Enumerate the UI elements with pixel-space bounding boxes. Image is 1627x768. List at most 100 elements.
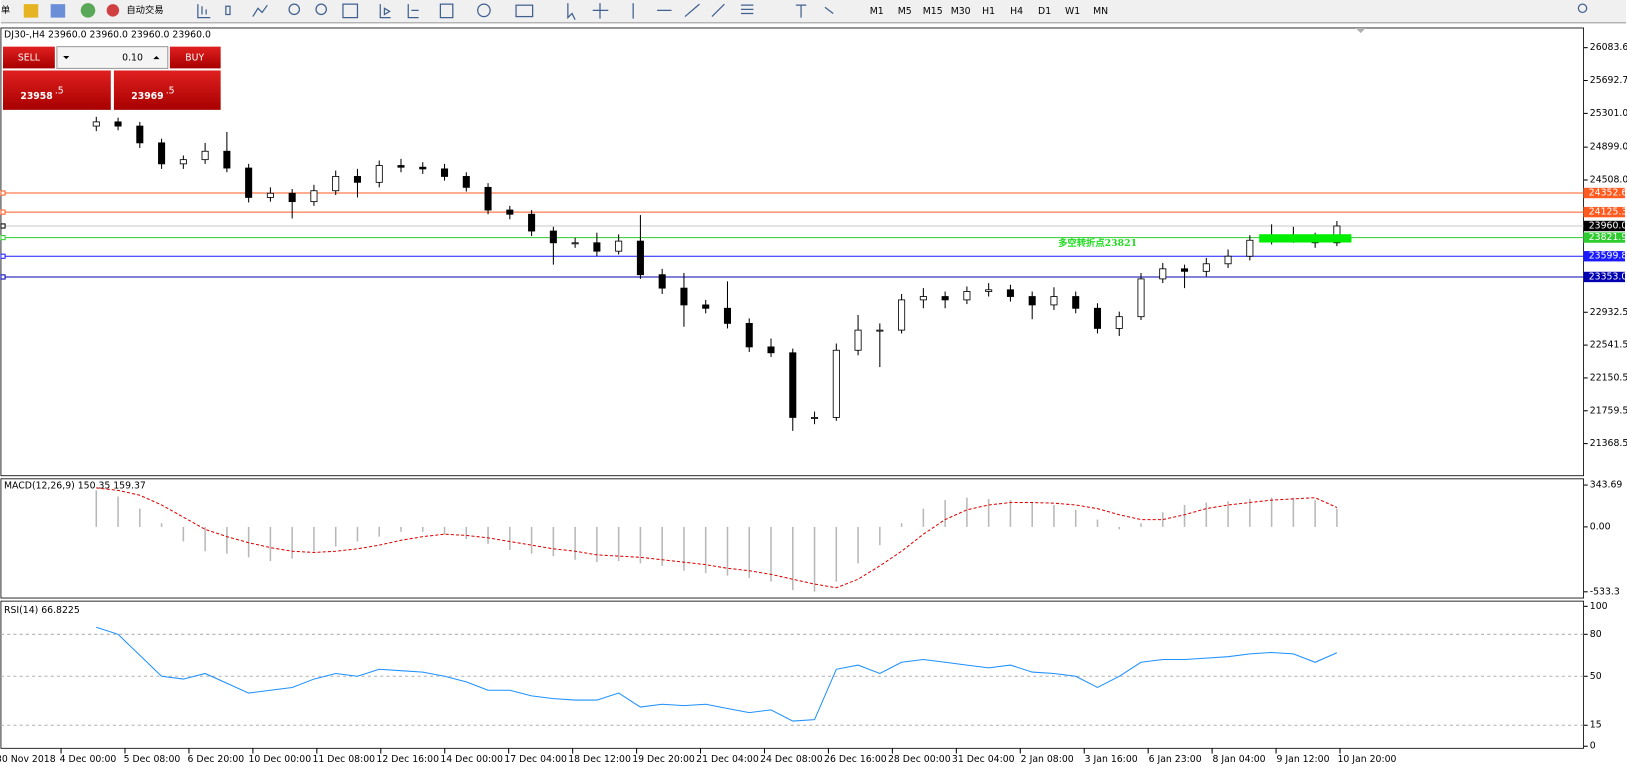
timeframe-button[interactable]: M15 <box>923 6 943 17</box>
macd-signal <box>96 487 1338 589</box>
y-tick-label: 343.69 <box>1590 480 1623 491</box>
candle-body <box>745 322 753 348</box>
icon[interactable] <box>439 3 454 19</box>
icon[interactable] <box>225 5 231 16</box>
timeframe-button[interactable]: M1 <box>870 6 884 17</box>
candle-body <box>941 296 949 301</box>
x-tick-label: 2 Jan 08:00 <box>1021 754 1074 765</box>
ask-price[interactable]: 23969 <box>131 91 163 102</box>
candle-body <box>1028 296 1036 306</box>
spin-up[interactable] <box>153 55 160 60</box>
x-tick-label: 26 Dec 16:00 <box>824 754 887 765</box>
spin-down[interactable] <box>63 55 70 60</box>
timeframe-button[interactable]: H1 <box>982 6 995 17</box>
icon[interactable] <box>342 3 359 19</box>
icon[interactable] <box>252 4 268 17</box>
icon[interactable] <box>632 3 834 19</box>
level-marker <box>0 274 6 280</box>
icon[interactable] <box>288 3 301 16</box>
timeframe-button[interactable]: W1 <box>1065 6 1080 17</box>
candle-body <box>1224 255 1232 265</box>
icon[interactable] <box>197 4 211 19</box>
y-tick-label: 26083.6 <box>1590 42 1627 53</box>
icon[interactable] <box>80 3 96 18</box>
bid-price[interactable]: 23958 <box>20 91 52 102</box>
bid-fraction[interactable]: .5 <box>55 86 64 97</box>
candle-body <box>593 242 601 252</box>
level-label: 24352.6 <box>1589 188 1627 199</box>
lot-size[interactable]: 0.10 <box>122 53 143 64</box>
candle-body <box>723 307 731 324</box>
candle-body <box>1246 239 1254 257</box>
candle-body <box>811 417 819 419</box>
x-tick-label: 6 Jan 23:00 <box>1149 754 1202 765</box>
x-tick-label: 8 Jan 04:00 <box>1213 754 1266 765</box>
macd-title: MACD(12,26,9) 150.35 159.37 <box>4 481 146 492</box>
candle-body <box>549 230 557 244</box>
ask-box[interactable] <box>113 70 221 110</box>
lot-spinner[interactable] <box>56 46 169 69</box>
x-tick-label: 11 Dec 08:00 <box>312 754 375 765</box>
x-tick-label: 10 Dec 00:00 <box>249 754 312 765</box>
level-marker <box>0 253 6 259</box>
rsi-pane <box>0 600 1584 749</box>
candle-body <box>136 125 144 144</box>
ask-fraction[interactable]: .5 <box>166 86 175 97</box>
sell-label[interactable]: SELL <box>18 53 41 64</box>
y-tick-label: 22150.5 <box>1590 372 1627 383</box>
icon[interactable] <box>50 4 66 18</box>
icon[interactable] <box>23 4 39 18</box>
level-marker <box>0 234 6 241</box>
y-tick-label: 21759.5 <box>1590 405 1627 416</box>
level-tag <box>1583 271 1626 283</box>
timeframe-button[interactable]: M30 <box>951 6 971 17</box>
icon[interactable] <box>592 3 609 19</box>
level-label: 23821.9 <box>1589 232 1627 243</box>
buy-button[interactable] <box>169 46 221 69</box>
candle-body <box>462 176 470 188</box>
turning-zone <box>1259 234 1352 243</box>
candle-body <box>1202 263 1210 272</box>
candle-body <box>419 166 427 170</box>
bid-box[interactable] <box>3 70 111 110</box>
level-label: 23353.0 <box>1589 271 1627 282</box>
auto-trade-icon[interactable] <box>106 4 120 17</box>
candle-body <box>919 296 927 301</box>
candle-body <box>854 329 862 351</box>
icon[interactable] <box>477 3 491 18</box>
icon[interactable] <box>407 4 419 19</box>
annotation: 多空转折点23821 <box>1058 237 1137 249</box>
shift-marker <box>1355 27 1366 34</box>
timeframe-button[interactable]: M5 <box>898 6 912 17</box>
icon[interactable] <box>515 4 534 18</box>
candle-body <box>1115 316 1123 329</box>
timeframe-button[interactable]: MN <box>1093 6 1108 17</box>
candle-body <box>266 192 274 198</box>
y-tick-label: 24899.0 <box>1590 142 1627 153</box>
level-marker <box>0 209 6 215</box>
y-tick-label: 22541.5 <box>1590 340 1627 351</box>
x-tick-label: 3 Jan 16:00 <box>1085 754 1138 765</box>
auto-trade[interactable]: 自动交易 <box>126 4 163 16</box>
search-icon[interactable] <box>1577 3 1588 14</box>
tool-icons <box>197 3 1588 20</box>
x-tick-label: 18 Dec 12:00 <box>568 754 631 765</box>
sell-button[interactable] <box>3 46 55 69</box>
candle-body <box>1093 307 1102 329</box>
candle-body <box>397 165 405 168</box>
y-tick-label: 0 <box>1590 741 1596 752</box>
toolbar <box>0 0 1627 23</box>
candle-body <box>288 192 296 203</box>
icon[interactable] <box>379 4 391 19</box>
candle-body <box>92 121 100 127</box>
buy-label[interactable]: BUY <box>185 53 204 64</box>
candle-body <box>680 287 688 306</box>
icon[interactable] <box>315 3 327 16</box>
timeframe-button[interactable]: D1 <box>1038 6 1051 17</box>
timeframe-button[interactable]: H4 <box>1010 6 1023 17</box>
icon[interactable] <box>567 3 576 20</box>
candle-body <box>158 142 166 165</box>
x-tick-label: 17 Dec 04:00 <box>504 754 567 765</box>
candle-body <box>832 349 840 418</box>
